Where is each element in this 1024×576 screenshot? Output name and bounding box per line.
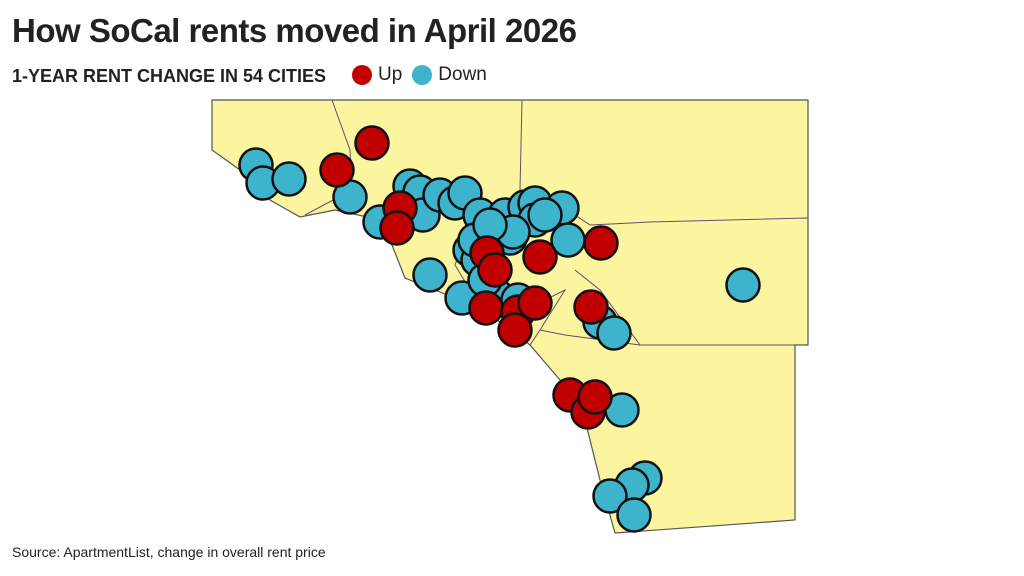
city-dot (319, 152, 355, 188)
city-dot (517, 285, 553, 321)
city-dot (412, 257, 448, 293)
city-dot (583, 225, 619, 261)
city-dot (725, 267, 761, 303)
city-dot (527, 197, 563, 233)
city-dot (596, 315, 632, 351)
legend: Up Down (352, 64, 487, 86)
city-dot (379, 210, 415, 246)
legend-label: Up (378, 64, 403, 85)
city-dot (354, 125, 390, 161)
city-dot (497, 312, 533, 348)
city-dot (592, 478, 628, 514)
swatch (412, 65, 433, 85)
city-dot (477, 252, 513, 288)
legend-item: Up (352, 64, 402, 86)
city-dot (468, 290, 504, 326)
city-dot (577, 379, 613, 415)
city-dot (522, 239, 558, 275)
source: Source: ApartmentList, change in overall… (12, 544, 326, 560)
dots (238, 125, 761, 533)
legend-label: Down (438, 64, 487, 85)
title: How SoCal rents moved in April 2026 (12, 12, 577, 49)
legend-item: Down (412, 64, 487, 86)
swatch (352, 65, 372, 85)
city-dot (573, 289, 609, 325)
subtitle: 1-YEAR RENT CHANGE IN 54 CITIES (12, 66, 327, 86)
city-dot (271, 161, 307, 197)
city-dot (616, 497, 652, 533)
